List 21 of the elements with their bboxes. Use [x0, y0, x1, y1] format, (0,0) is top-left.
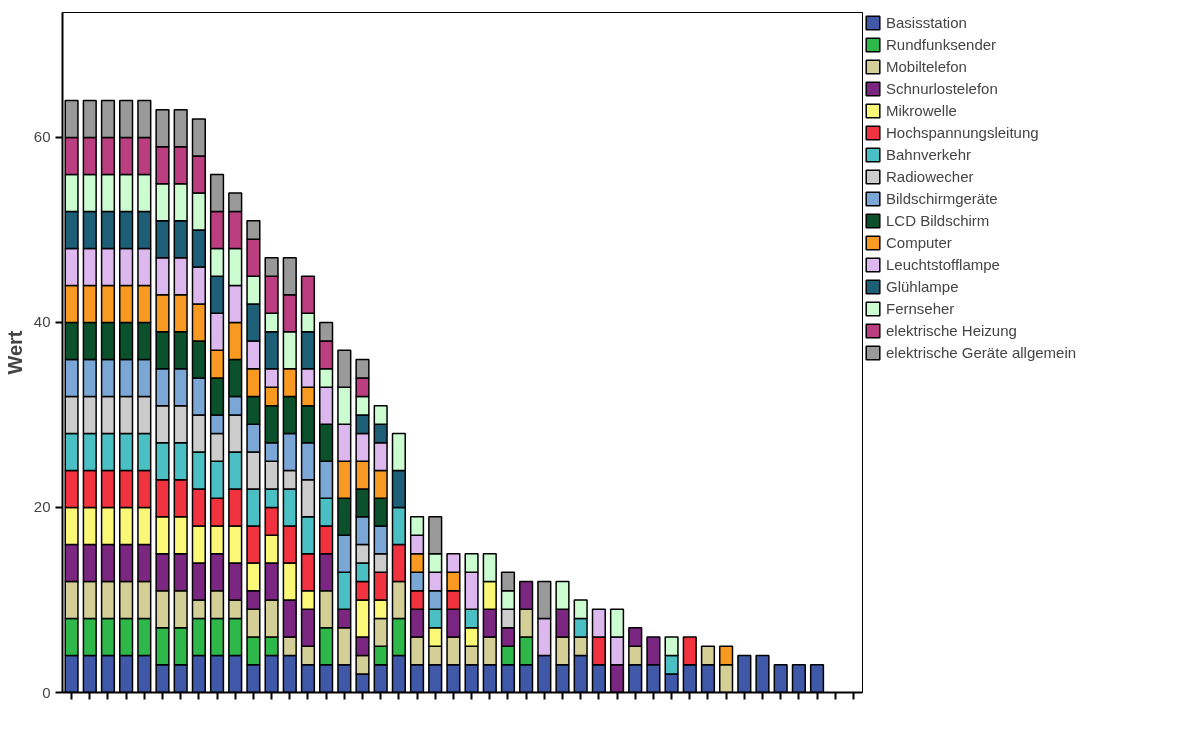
legend-label: Fernseher — [886, 300, 955, 317]
legend-label: Computer — [886, 234, 952, 251]
legend-label: Rundfunksender — [886, 36, 997, 53]
legend-label: Mobiltelefon — [886, 58, 967, 75]
y-axis-title: Wert — [3, 330, 26, 375]
legend-label: Bildschirmgeräte — [886, 190, 998, 207]
y-tick-label: 40 — [33, 313, 51, 331]
legend-label: elektrische Heizung — [886, 322, 1017, 339]
legend-label: Radiowecher — [886, 168, 974, 185]
legend-label: Schnurlostelefon — [886, 80, 998, 97]
legend-label: LCD Bildschirm — [886, 212, 990, 229]
y-tick-label: 20 — [33, 498, 51, 516]
legend-label: Basisstation — [886, 14, 967, 31]
y-tick-label: 0 — [42, 683, 51, 701]
legend-label: Bahnverkehr — [886, 146, 972, 163]
legend-label: Leuchtstofflampe — [886, 256, 1000, 273]
legend-label: Mikrowelle — [886, 102, 957, 119]
legend-label: elektrische Geräte allgemein — [886, 344, 1077, 361]
legend-label: Hochspannungsleitung — [886, 124, 1039, 141]
y-tick-label: 60 — [33, 128, 51, 146]
legend-label: Glühlampe — [886, 278, 959, 295]
